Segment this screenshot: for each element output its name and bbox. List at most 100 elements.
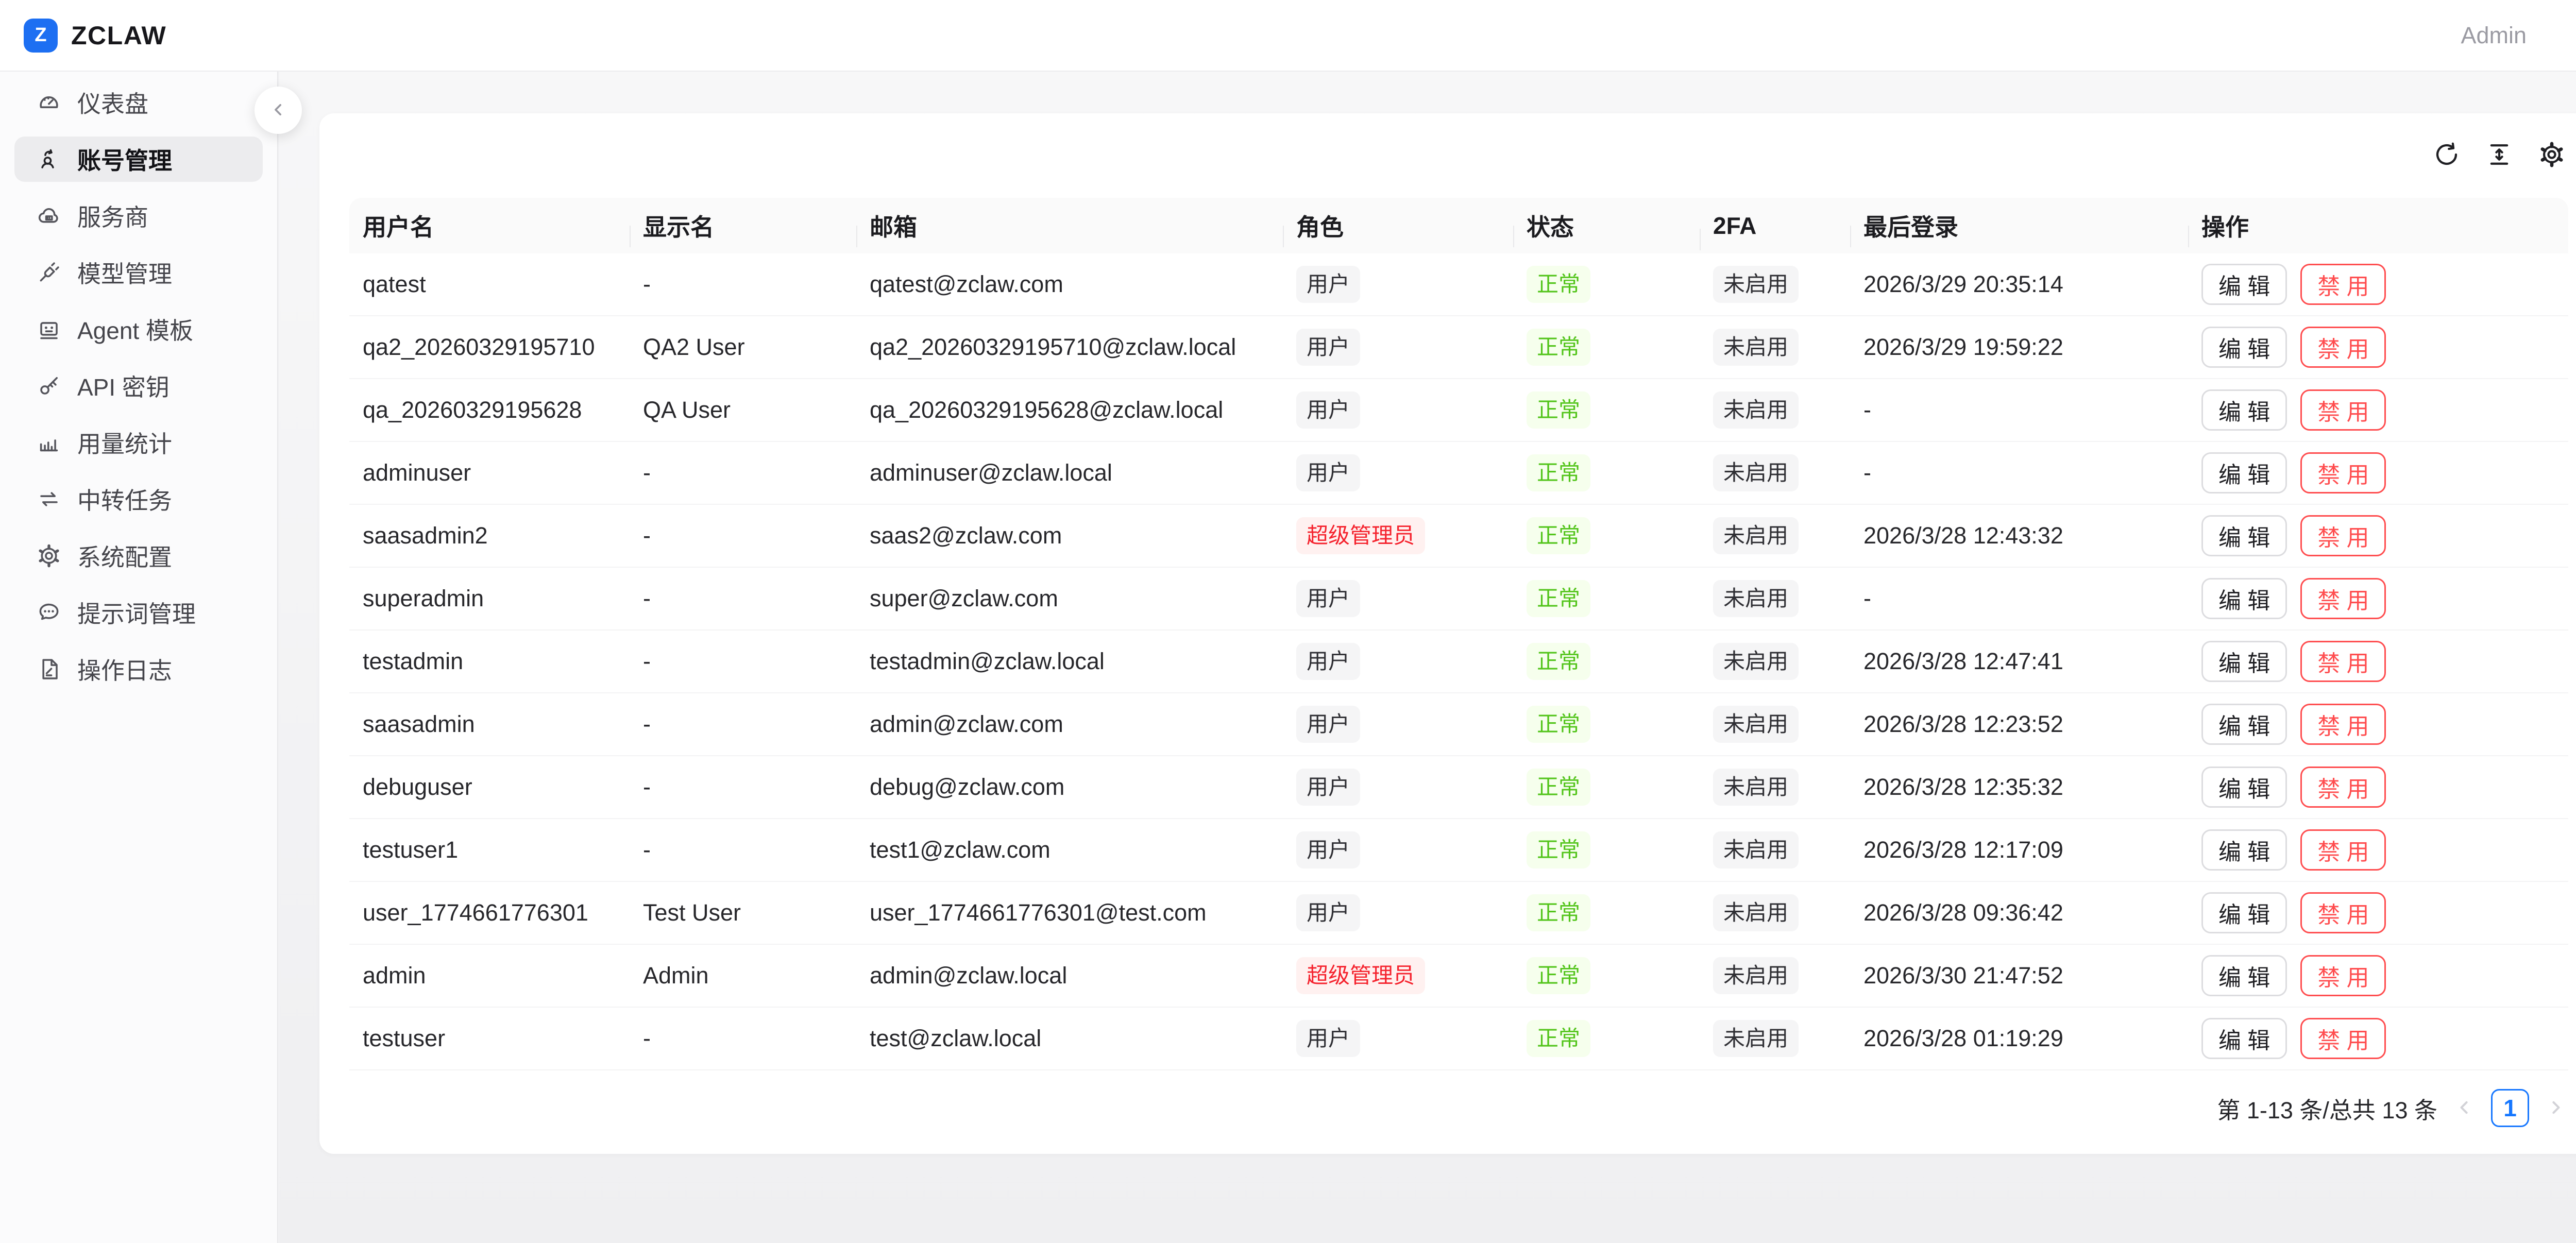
edit-button[interactable]: 编 辑 [2201,892,2287,933]
table-row: qatest - qatest@zclaw.com 用户 正常 未启用 2026/3/29 … [349,253,2568,316]
edit-button[interactable]: 编 辑 [2201,515,2287,556]
account-menu[interactable]: Admin [2461,22,2527,48]
brand: Z ZCLAW [24,18,167,53]
disable-button[interactable]: 禁 用 [2300,1018,2386,1059]
column-header-5: 2FA [1700,212,1850,250]
cell-status: 正常 [1513,642,1700,680]
edit-button[interactable]: 编 辑 [2201,452,2287,493]
edit-button[interactable]: 编 辑 [2201,327,2287,368]
agent-template-icon [36,316,62,342]
disable-button[interactable]: 禁 用 [2300,578,2386,619]
cell-last-login: - [1863,459,1871,486]
cell-role: 用户 [1283,1019,1513,1058]
role-badge: 用户 [1296,454,1361,492]
sidebar-item-label: 系统配置 [77,544,172,571]
column-height-button[interactable] [2485,140,2514,169]
refresh-button[interactable] [2432,140,2461,169]
role-badge: 用户 [1296,768,1361,806]
disable-button[interactable]: 禁 用 [2300,704,2386,745]
table-row: adminuser - adminuser@zclaw.local 用户 正常 未启用 - 编… [349,442,2568,505]
chevron-right-icon [2545,1096,2567,1120]
role-badge: 用户 [1296,580,1361,618]
cell-username: saasadmin2 [363,522,488,549]
sidebar-collapse-button[interactable] [255,87,302,134]
topbar: Z ZCLAW Admin [0,0,2576,72]
disable-button[interactable]: 禁 用 [2300,641,2386,682]
column-header-3: 角色 [1283,209,1513,247]
disable-button[interactable]: 禁 用 [2300,452,2386,493]
pagination-next-button[interactable] [2545,1089,2567,1127]
cell-status: 正常 [1513,831,1700,869]
disable-button[interactable]: 禁 用 [2300,515,2386,556]
cell-status: 正常 [1513,265,1700,303]
disable-button[interactable]: 禁 用 [2300,829,2386,871]
table-row: user_1774661776301 Test User user_17746617… [349,882,2568,945]
edit-button[interactable]: 编 辑 [2201,641,2287,682]
edit-button[interactable]: 编 辑 [2201,264,2287,305]
edit-button[interactable]: 编 辑 [2201,704,2287,745]
table-header-row: 用户名 显示名 邮箱 角色 状态 2FA 最后登录 操作 [349,198,2568,253]
cell-last-login: 2026/3/30 21:47:52 [1863,962,2063,989]
edit-button[interactable]: 编 辑 [2201,767,2287,808]
sidebar-item-prompt-management[interactable]: 提示词管理 [14,590,263,635]
cell-actions: 编 辑禁 用 [2188,641,2568,682]
cell-display-name: - [643,459,651,486]
pagination-page-1-button[interactable]: 1 [2491,1089,2529,1127]
role-badge: 用户 [1296,1019,1361,1058]
cell-username: saasadmin [363,711,475,737]
cell-username: adminuser [363,459,471,486]
cell-username: qatest [363,271,426,297]
table-row: qa2_20260329195710 QA2 User qa2_2026032919… [349,316,2568,379]
disable-button[interactable]: 禁 用 [2300,327,2386,368]
edit-button[interactable]: 编 辑 [2201,1018,2287,1059]
edit-button[interactable]: 编 辑 [2201,955,2287,996]
sidebar-item-model-management[interactable]: 模型管理 [14,250,263,295]
cell-email: test@zclaw.local [870,1025,1042,1051]
pagination-prev-button[interactable] [2453,1089,2476,1127]
role-badge: 用户 [1296,705,1361,743]
disable-button[interactable]: 禁 用 [2300,264,2386,305]
twofa-badge: 未启用 [1713,517,1799,555]
cell-role: 用户 [1283,642,1513,680]
table-row: superadmin - super@zclaw.com 用户 正常 未启用 - 编 辑禁 用 [349,568,2568,631]
sidebar-item-api-keys[interactable]: API 密钥 [14,363,263,408]
sidebar-item-account-management[interactable]: 账号管理 [14,137,263,182]
edit-button[interactable]: 编 辑 [2201,829,2287,871]
column-header-7: 操作 [2188,209,2568,247]
table-row: testuser1 - test1@zclaw.com 用户 正常 未启用 2026/3/2… [349,819,2568,882]
cell-display-name: - [643,837,651,863]
cell-role: 用户 [1283,894,1513,932]
edit-button[interactable]: 编 辑 [2201,578,2287,619]
settings-button[interactable] [2537,140,2566,169]
edit-button[interactable]: 编 辑 [2201,389,2287,431]
cell-username: qa2_20260329195710 [363,334,595,360]
cell-display-name: - [643,1025,651,1051]
sidebar-item-system-config[interactable]: 系统配置 [14,533,263,578]
column-header-6: 最后登录 [1850,209,2188,247]
cell-email: admin@zclaw.com [870,711,1063,737]
status-badge: 正常 [1527,705,1591,743]
cell-2fa: 未启用 [1700,517,1850,555]
sidebar-item-dashboard[interactable]: 仪表盘 [14,80,263,125]
status-badge: 正常 [1527,894,1591,932]
disable-button[interactable]: 禁 用 [2300,389,2386,431]
sidebar-item-usage-stats[interactable]: 用量统计 [14,420,263,465]
sidebar-item-agent-templates[interactable]: Agent 模板 [14,307,263,352]
cell-email: debug@zclaw.com [870,774,1065,800]
cell-role: 用户 [1283,705,1513,743]
brand-name: ZCLAW [71,21,167,50]
disable-button[interactable]: 禁 用 [2300,767,2386,808]
cell-username: qa_20260329195628 [363,397,582,423]
cell-2fa: 未启用 [1700,328,1850,366]
sidebar-item-relay-tasks[interactable]: 中转任务 [14,476,263,522]
cell-last-login: 2026/3/28 12:23:52 [1863,711,2063,737]
cell-role: 超级管理员 [1283,517,1513,555]
disable-button[interactable]: 禁 用 [2300,955,2386,996]
refresh-icon [2432,142,2461,171]
cell-actions: 编 辑禁 用 [2188,955,2568,996]
cell-username: testuser1 [363,837,459,863]
sidebar-item-providers[interactable]: 服务商 [14,193,263,239]
cell-status: 正常 [1513,517,1700,555]
disable-button[interactable]: 禁 用 [2300,892,2386,933]
sidebar-item-operation-logs[interactable]: 操作日志 [14,646,263,692]
